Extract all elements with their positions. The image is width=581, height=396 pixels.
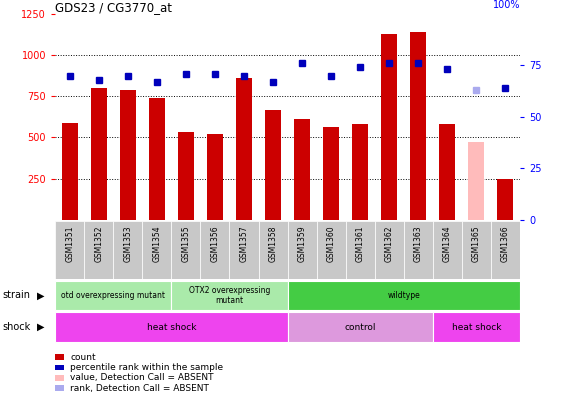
Text: otd overexpressing mutant: otd overexpressing mutant bbox=[61, 291, 166, 300]
Bar bbox=[497, 179, 514, 220]
Bar bbox=[62, 123, 78, 220]
Bar bbox=[404, 221, 433, 279]
Text: value, Detection Call = ABSENT: value, Detection Call = ABSENT bbox=[70, 373, 214, 382]
Text: ▶: ▶ bbox=[37, 322, 44, 332]
Bar bbox=[91, 88, 107, 220]
Bar bbox=[259, 221, 288, 279]
Text: GSM1354: GSM1354 bbox=[152, 225, 162, 262]
Bar bbox=[200, 221, 229, 279]
Text: heat shock: heat shock bbox=[146, 323, 196, 331]
Bar bbox=[352, 124, 368, 220]
Bar bbox=[84, 221, 113, 279]
Bar bbox=[229, 221, 259, 279]
Bar bbox=[149, 98, 165, 220]
Bar bbox=[323, 127, 339, 220]
Text: GSM1364: GSM1364 bbox=[443, 225, 452, 262]
Text: GSM1359: GSM1359 bbox=[297, 225, 307, 262]
Bar bbox=[381, 34, 397, 220]
Bar bbox=[491, 221, 520, 279]
Bar bbox=[265, 110, 281, 220]
Text: control: control bbox=[345, 323, 376, 331]
Bar bbox=[468, 142, 485, 220]
Text: GSM1360: GSM1360 bbox=[327, 225, 336, 262]
Bar bbox=[55, 221, 84, 279]
Bar bbox=[294, 119, 310, 220]
Bar bbox=[142, 221, 171, 279]
Text: GSM1353: GSM1353 bbox=[123, 225, 132, 262]
Bar bbox=[178, 133, 194, 220]
Text: count: count bbox=[70, 353, 96, 362]
Text: 100%: 100% bbox=[493, 0, 520, 10]
Text: OTX2 overexpressing
mutant: OTX2 overexpressing mutant bbox=[189, 286, 270, 305]
Bar bbox=[433, 312, 520, 342]
Bar bbox=[317, 221, 346, 279]
Bar bbox=[288, 312, 433, 342]
Text: GSM1357: GSM1357 bbox=[239, 225, 249, 262]
Bar bbox=[462, 221, 491, 279]
Text: GSM1355: GSM1355 bbox=[181, 225, 191, 262]
Text: ▶: ▶ bbox=[37, 290, 44, 301]
Bar bbox=[375, 221, 404, 279]
Bar bbox=[236, 78, 252, 220]
Text: strain: strain bbox=[3, 290, 31, 301]
Bar bbox=[113, 221, 142, 279]
Text: shock: shock bbox=[3, 322, 31, 332]
Bar bbox=[55, 312, 288, 342]
Bar bbox=[288, 281, 520, 310]
Bar bbox=[288, 221, 317, 279]
Bar bbox=[410, 32, 426, 220]
Bar bbox=[171, 221, 200, 279]
Text: GSM1361: GSM1361 bbox=[356, 225, 365, 262]
Text: GSM1356: GSM1356 bbox=[210, 225, 220, 262]
Text: wildtype: wildtype bbox=[388, 291, 420, 300]
Text: GSM1351: GSM1351 bbox=[65, 225, 74, 262]
Text: GSM1366: GSM1366 bbox=[501, 225, 510, 262]
Bar bbox=[433, 221, 462, 279]
Bar bbox=[171, 281, 288, 310]
Text: GDS23 / CG3770_at: GDS23 / CG3770_at bbox=[55, 1, 172, 14]
Text: GSM1363: GSM1363 bbox=[414, 225, 423, 262]
Bar bbox=[346, 221, 375, 279]
Text: GSM1352: GSM1352 bbox=[94, 225, 103, 262]
Text: heat shock: heat shock bbox=[451, 323, 501, 331]
Bar bbox=[207, 134, 223, 220]
Bar bbox=[439, 124, 456, 220]
Bar bbox=[55, 281, 171, 310]
Text: GSM1358: GSM1358 bbox=[268, 225, 278, 262]
Bar bbox=[120, 89, 136, 220]
Text: GSM1362: GSM1362 bbox=[385, 225, 394, 262]
Text: percentile rank within the sample: percentile rank within the sample bbox=[70, 363, 224, 372]
Text: GSM1365: GSM1365 bbox=[472, 225, 481, 262]
Text: rank, Detection Call = ABSENT: rank, Detection Call = ABSENT bbox=[70, 384, 209, 392]
